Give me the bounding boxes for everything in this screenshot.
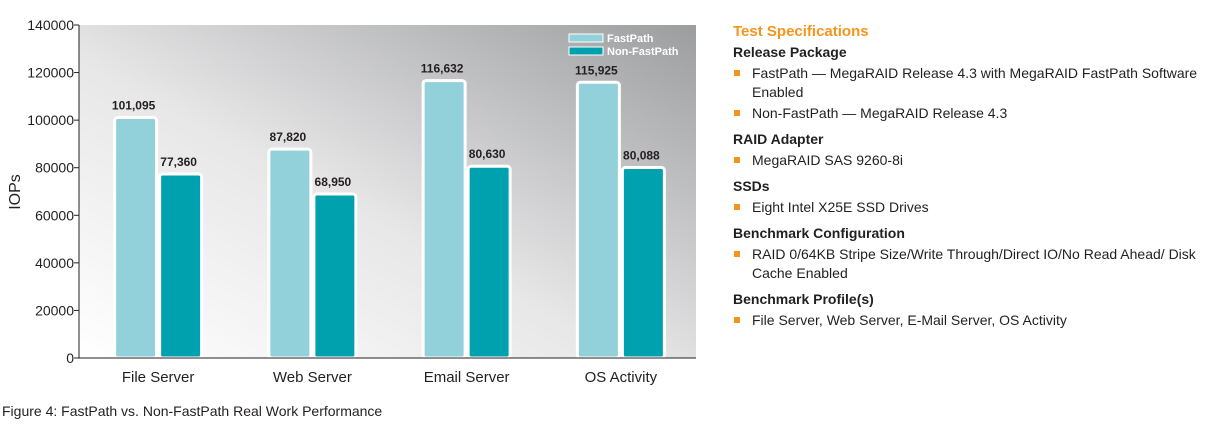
y-tick-label: 60000 xyxy=(35,207,74,223)
bar xyxy=(620,166,666,360)
bullet-icon xyxy=(734,157,740,163)
bar xyxy=(466,164,512,360)
bar xyxy=(575,80,621,360)
x-tick-label: Web Server xyxy=(273,369,352,386)
bar-value-label: 68,950 xyxy=(315,175,352,189)
bar-value-label: 115,925 xyxy=(575,63,618,77)
y-tick-label: 40000 xyxy=(35,255,74,271)
specs-title: Test Specifications xyxy=(733,23,869,40)
x-tick-label: Email Server xyxy=(424,369,510,386)
bullet-icon xyxy=(734,70,740,76)
spec-heading: Benchmark Configuration xyxy=(733,225,905,241)
test-specifications-panel: Test Specifications Release Package FastP… xyxy=(733,22,1203,337)
legend-swatch xyxy=(568,46,604,56)
spec-item-text: Non-FastPath — MegaRAID Release 4.3 xyxy=(752,105,1008,121)
bar xyxy=(113,116,159,360)
bar-value-label: 116,632 xyxy=(421,62,464,76)
y-tick-label: 140000 xyxy=(27,17,74,33)
spec-heading: Release Package xyxy=(733,44,847,60)
spec-item-text: Eight Intel X25E SSD Drives xyxy=(752,199,929,215)
spec-section: Benchmark Profile(s) File Server, Web Ser… xyxy=(733,290,1203,330)
bar-value-label: 87,820 xyxy=(270,130,307,144)
bar-value-label: 101,095 xyxy=(112,99,156,113)
spec-item-text: FastPath — MegaRAID Release 4.3 with Meg… xyxy=(752,65,1198,100)
y-tick-label: 0 xyxy=(66,350,74,366)
spec-item-text: MegaRAID SAS 9260-8i xyxy=(752,152,903,168)
legend-label: FastPath xyxy=(607,33,654,45)
y-tick-label: 80000 xyxy=(35,160,74,176)
spec-heading: RAID Adapter xyxy=(733,131,824,147)
bar xyxy=(312,192,358,360)
bar-value-label: 80,088 xyxy=(623,149,660,163)
x-tick-label: OS Activity xyxy=(585,369,658,386)
spec-section: Release Package FastPath — MegaRAID Relea… xyxy=(733,43,1203,123)
spec-item: MegaRAID SAS 9260-8i xyxy=(733,151,1203,170)
spec-item-text: File Server, Web Server, E-Mail Server, … xyxy=(752,312,1067,328)
legend-label: Non-FastPath xyxy=(607,46,679,58)
spec-item: FastPath — MegaRAID Release 4.3 with Meg… xyxy=(733,64,1203,102)
figure-caption: Figure 4: FastPath vs. Non-FastPath Real… xyxy=(2,403,383,419)
spec-item-text: RAID 0/64KB Stripe Size/Write Through/Di… xyxy=(752,246,1196,281)
bar xyxy=(267,147,313,360)
spec-item: Eight Intel X25E SSD Drives xyxy=(733,198,1203,217)
y-tick-label: 100000 xyxy=(27,112,74,128)
bullet-icon xyxy=(734,110,740,116)
bullet-icon xyxy=(734,317,740,323)
bar-value-label: 77,360 xyxy=(160,155,197,169)
bar-chart: 020000400006000080000100000120000140000 … xyxy=(7,17,696,386)
y-axis-label: IOPs xyxy=(7,174,24,210)
bar xyxy=(158,172,204,360)
spec-heading: SSDs xyxy=(733,178,770,194)
specs-sections: Release Package FastPath — MegaRAID Relea… xyxy=(733,43,1203,330)
y-tick-label: 120000 xyxy=(27,65,74,81)
spec-section: SSDs Eight Intel X25E SSD Drives xyxy=(733,177,1203,217)
x-tick-label: File Server xyxy=(122,369,195,386)
bar xyxy=(421,79,467,360)
spec-section: RAID Adapter MegaRAID SAS 9260-8i xyxy=(733,130,1203,170)
spec-item: File Server, Web Server, E-Mail Server, … xyxy=(733,311,1203,330)
spec-item: RAID 0/64KB Stripe Size/Write Through/Di… xyxy=(733,245,1203,283)
spec-heading: Benchmark Profile(s) xyxy=(733,291,874,307)
bullet-icon xyxy=(734,204,740,210)
y-tick-label: 20000 xyxy=(35,302,74,318)
legend-swatch xyxy=(568,33,604,43)
bullet-icon xyxy=(734,251,740,257)
bar-value-label: 80,630 xyxy=(469,147,506,161)
spec-section: Benchmark Configuration RAID 0/64KB Strip… xyxy=(733,224,1203,283)
spec-item: Non-FastPath — MegaRAID Release 4.3 xyxy=(733,104,1203,123)
